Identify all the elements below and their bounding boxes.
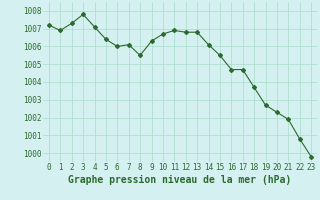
- X-axis label: Graphe pression niveau de la mer (hPa): Graphe pression niveau de la mer (hPa): [68, 175, 292, 185]
